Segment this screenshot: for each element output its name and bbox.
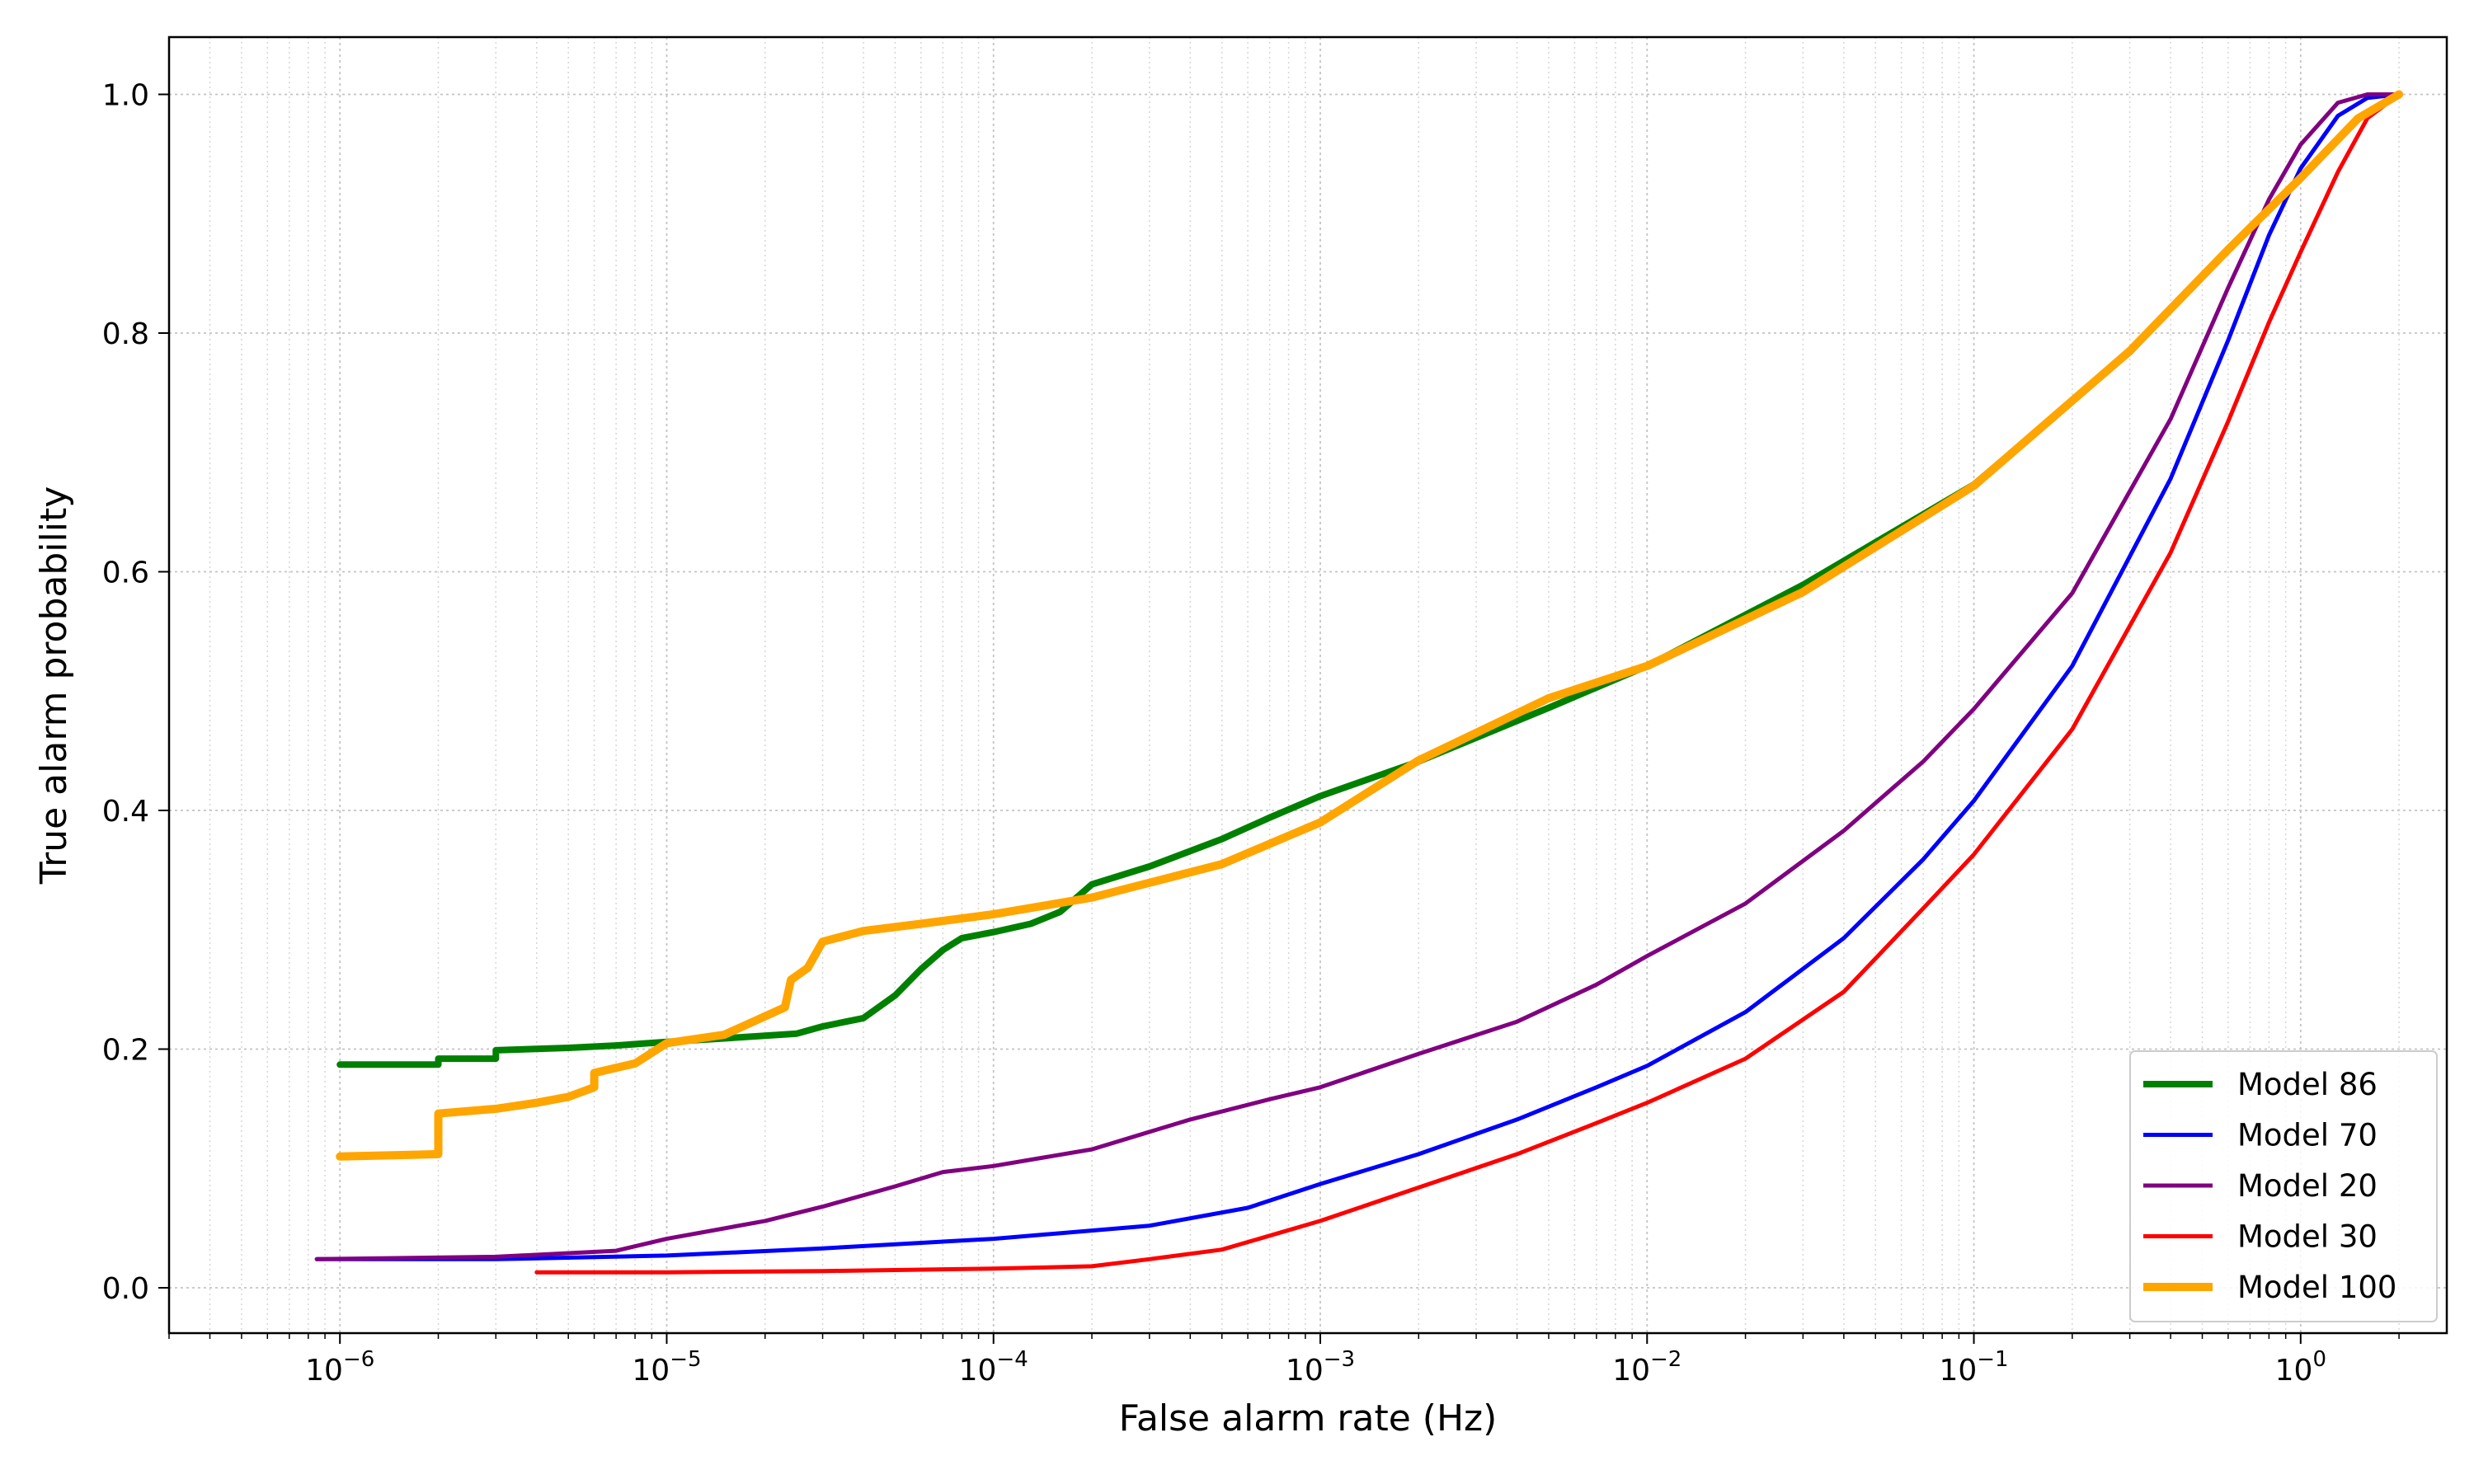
- y-tick-label: 0.4: [102, 795, 149, 829]
- plot-area: [169, 37, 2447, 1333]
- y-axis-label: True alarm probability: [33, 486, 75, 885]
- series-line: [534, 92, 2401, 1275]
- y-tick-label: 0.2: [102, 1033, 149, 1067]
- plot-frame: [167, 35, 2448, 1335]
- major-grid: [169, 37, 2447, 1333]
- series-line: [314, 92, 2401, 1261]
- legend-label: Model 86: [2237, 1067, 2378, 1102]
- series-line: [336, 90, 2404, 1161]
- x-tick-label: 10−5: [632, 1347, 701, 1388]
- y-tick-label: 0.0: [102, 1272, 149, 1306]
- x-tick-label: 100: [2275, 1347, 2326, 1388]
- x-axis-label: False alarm rate (Hz): [1119, 1397, 1498, 1439]
- y-tick-label: 1.0: [102, 78, 149, 112]
- x-axis: 10−6 10−5 10−4 10−3 10−2 10−1 100: [168, 1333, 2400, 1388]
- legend-label: Model 30: [2237, 1219, 2378, 1255]
- x-tick-label: 10−1: [1939, 1347, 2008, 1388]
- x-tick-label: 10−3: [1286, 1347, 1355, 1388]
- legend: Model 86 Model 70 Model 20 Model 30 Model 10…: [2129, 1050, 2438, 1322]
- y-tick-label: 0.6: [102, 556, 149, 589]
- legend-label: Model 70: [2237, 1118, 2378, 1153]
- x-tick-label: 10−6: [305, 1347, 374, 1388]
- y-tick-label: 0.8: [102, 317, 149, 351]
- legend-label: Model 100: [2237, 1270, 2396, 1305]
- series-layer: [314, 90, 2404, 1275]
- legend-box: [2129, 1050, 2438, 1322]
- y-axis: 0.0 0.2 0.4 0.6 0.8 1.0: [102, 78, 169, 1306]
- x-tick-label: 10−2: [1612, 1347, 1681, 1388]
- series-line: [314, 92, 2401, 1261]
- legend-label: Model 20: [2237, 1168, 2378, 1204]
- x-tick-label: 10−4: [959, 1347, 1028, 1388]
